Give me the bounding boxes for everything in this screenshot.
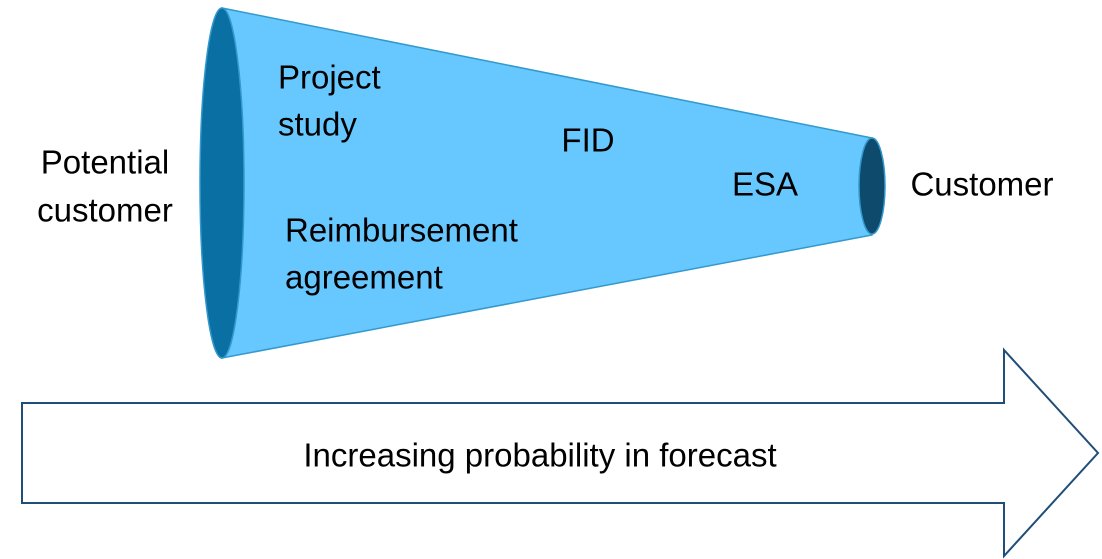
funnel-outlet [858,137,886,235]
stage-label: ESA [732,166,798,203]
arrow-label: Increasing probability in forecast [303,437,776,474]
funnel-mouth [199,7,245,359]
progress-arrow [21,347,1100,559]
stage-label: FID [561,122,614,159]
stage-label: agreement [285,259,443,296]
end-label: Customer [910,166,1053,203]
start-label: Potential [41,144,169,181]
stage-label: Project [278,59,381,96]
start-label: customer [37,192,173,229]
stage-label: study [278,106,357,143]
stage-label: Reimbursement [285,212,518,249]
